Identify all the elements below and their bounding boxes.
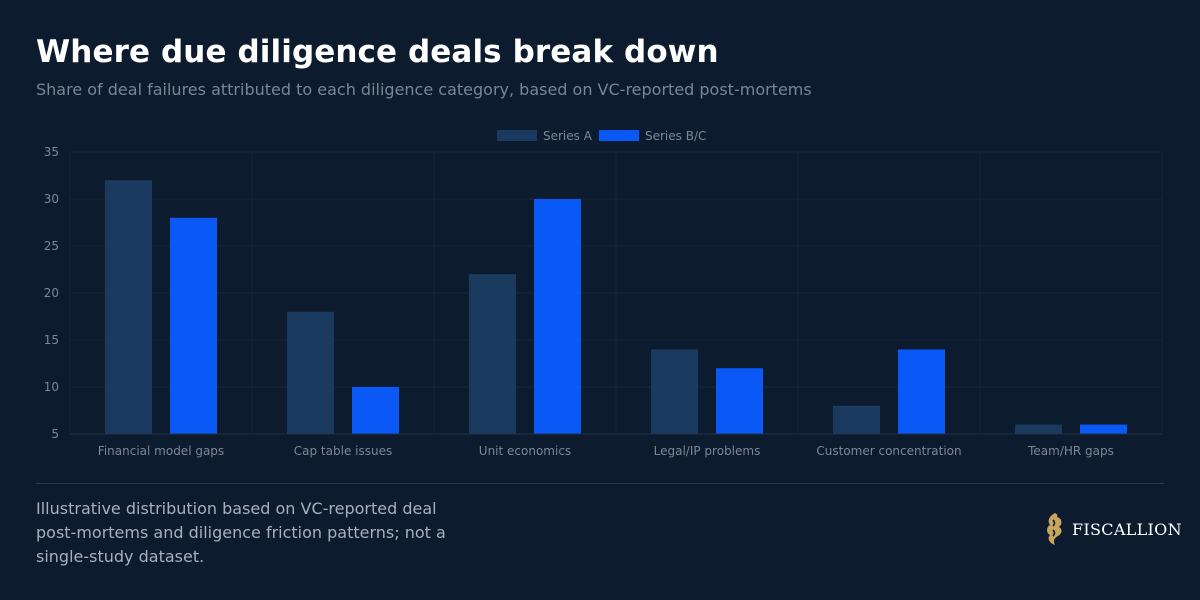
- y-tick-label: 30: [44, 192, 59, 206]
- bar-series-bc: [898, 349, 945, 434]
- bar-series-a: [469, 274, 516, 434]
- lion-logo-icon: [1047, 513, 1062, 545]
- x-tick-label: Unit economics: [479, 444, 571, 458]
- y-tick-label: 10: [44, 380, 59, 394]
- bar-series-bc: [534, 199, 581, 434]
- y-tick-label: 35: [44, 145, 59, 159]
- bar-series-bc: [716, 368, 763, 434]
- bar-series-a: [105, 180, 152, 434]
- bar-series-bc: [352, 387, 399, 434]
- legend-swatch: [497, 130, 537, 141]
- bar-series-a: [833, 405, 880, 434]
- legend-label: Series A: [543, 129, 593, 143]
- footnote: Illustrative distribution based on VC-re…: [36, 499, 446, 566]
- y-tick-label: 25: [44, 239, 59, 253]
- bar-series-a: [1015, 424, 1062, 434]
- bar-series-a: [287, 311, 334, 434]
- x-tick-label: Financial model gaps: [98, 444, 224, 458]
- x-tick-label: Legal/IP problems: [654, 444, 761, 458]
- chart-title: Where due diligence deals break down: [36, 34, 719, 70]
- brand-name: FISCALLION: [1072, 519, 1182, 539]
- x-tick-label: Cap table issues: [294, 444, 392, 458]
- chart-subtitle: Share of deal failures attributed to eac…: [36, 80, 812, 99]
- y-tick-label: 15: [44, 333, 59, 347]
- bar-series-a: [651, 349, 698, 434]
- x-tick-label: Customer concentration: [816, 444, 961, 458]
- x-tick-label: Team/HR gaps: [1027, 444, 1114, 458]
- brand-logo: FISCALLION: [1044, 512, 1182, 546]
- bar-series-bc: [170, 217, 217, 434]
- bar-series-bc: [1080, 424, 1127, 434]
- bar-chart: 5 10 15 20 25 30 35 Financial model gaps Cap tab…: [44, 129, 1163, 458]
- legend-label: Series B/C: [645, 129, 706, 143]
- legend-swatch: [599, 130, 639, 141]
- footer-divider: [36, 483, 1164, 484]
- y-tick-label: 20: [44, 286, 59, 300]
- y-tick-label: 5: [51, 427, 59, 441]
